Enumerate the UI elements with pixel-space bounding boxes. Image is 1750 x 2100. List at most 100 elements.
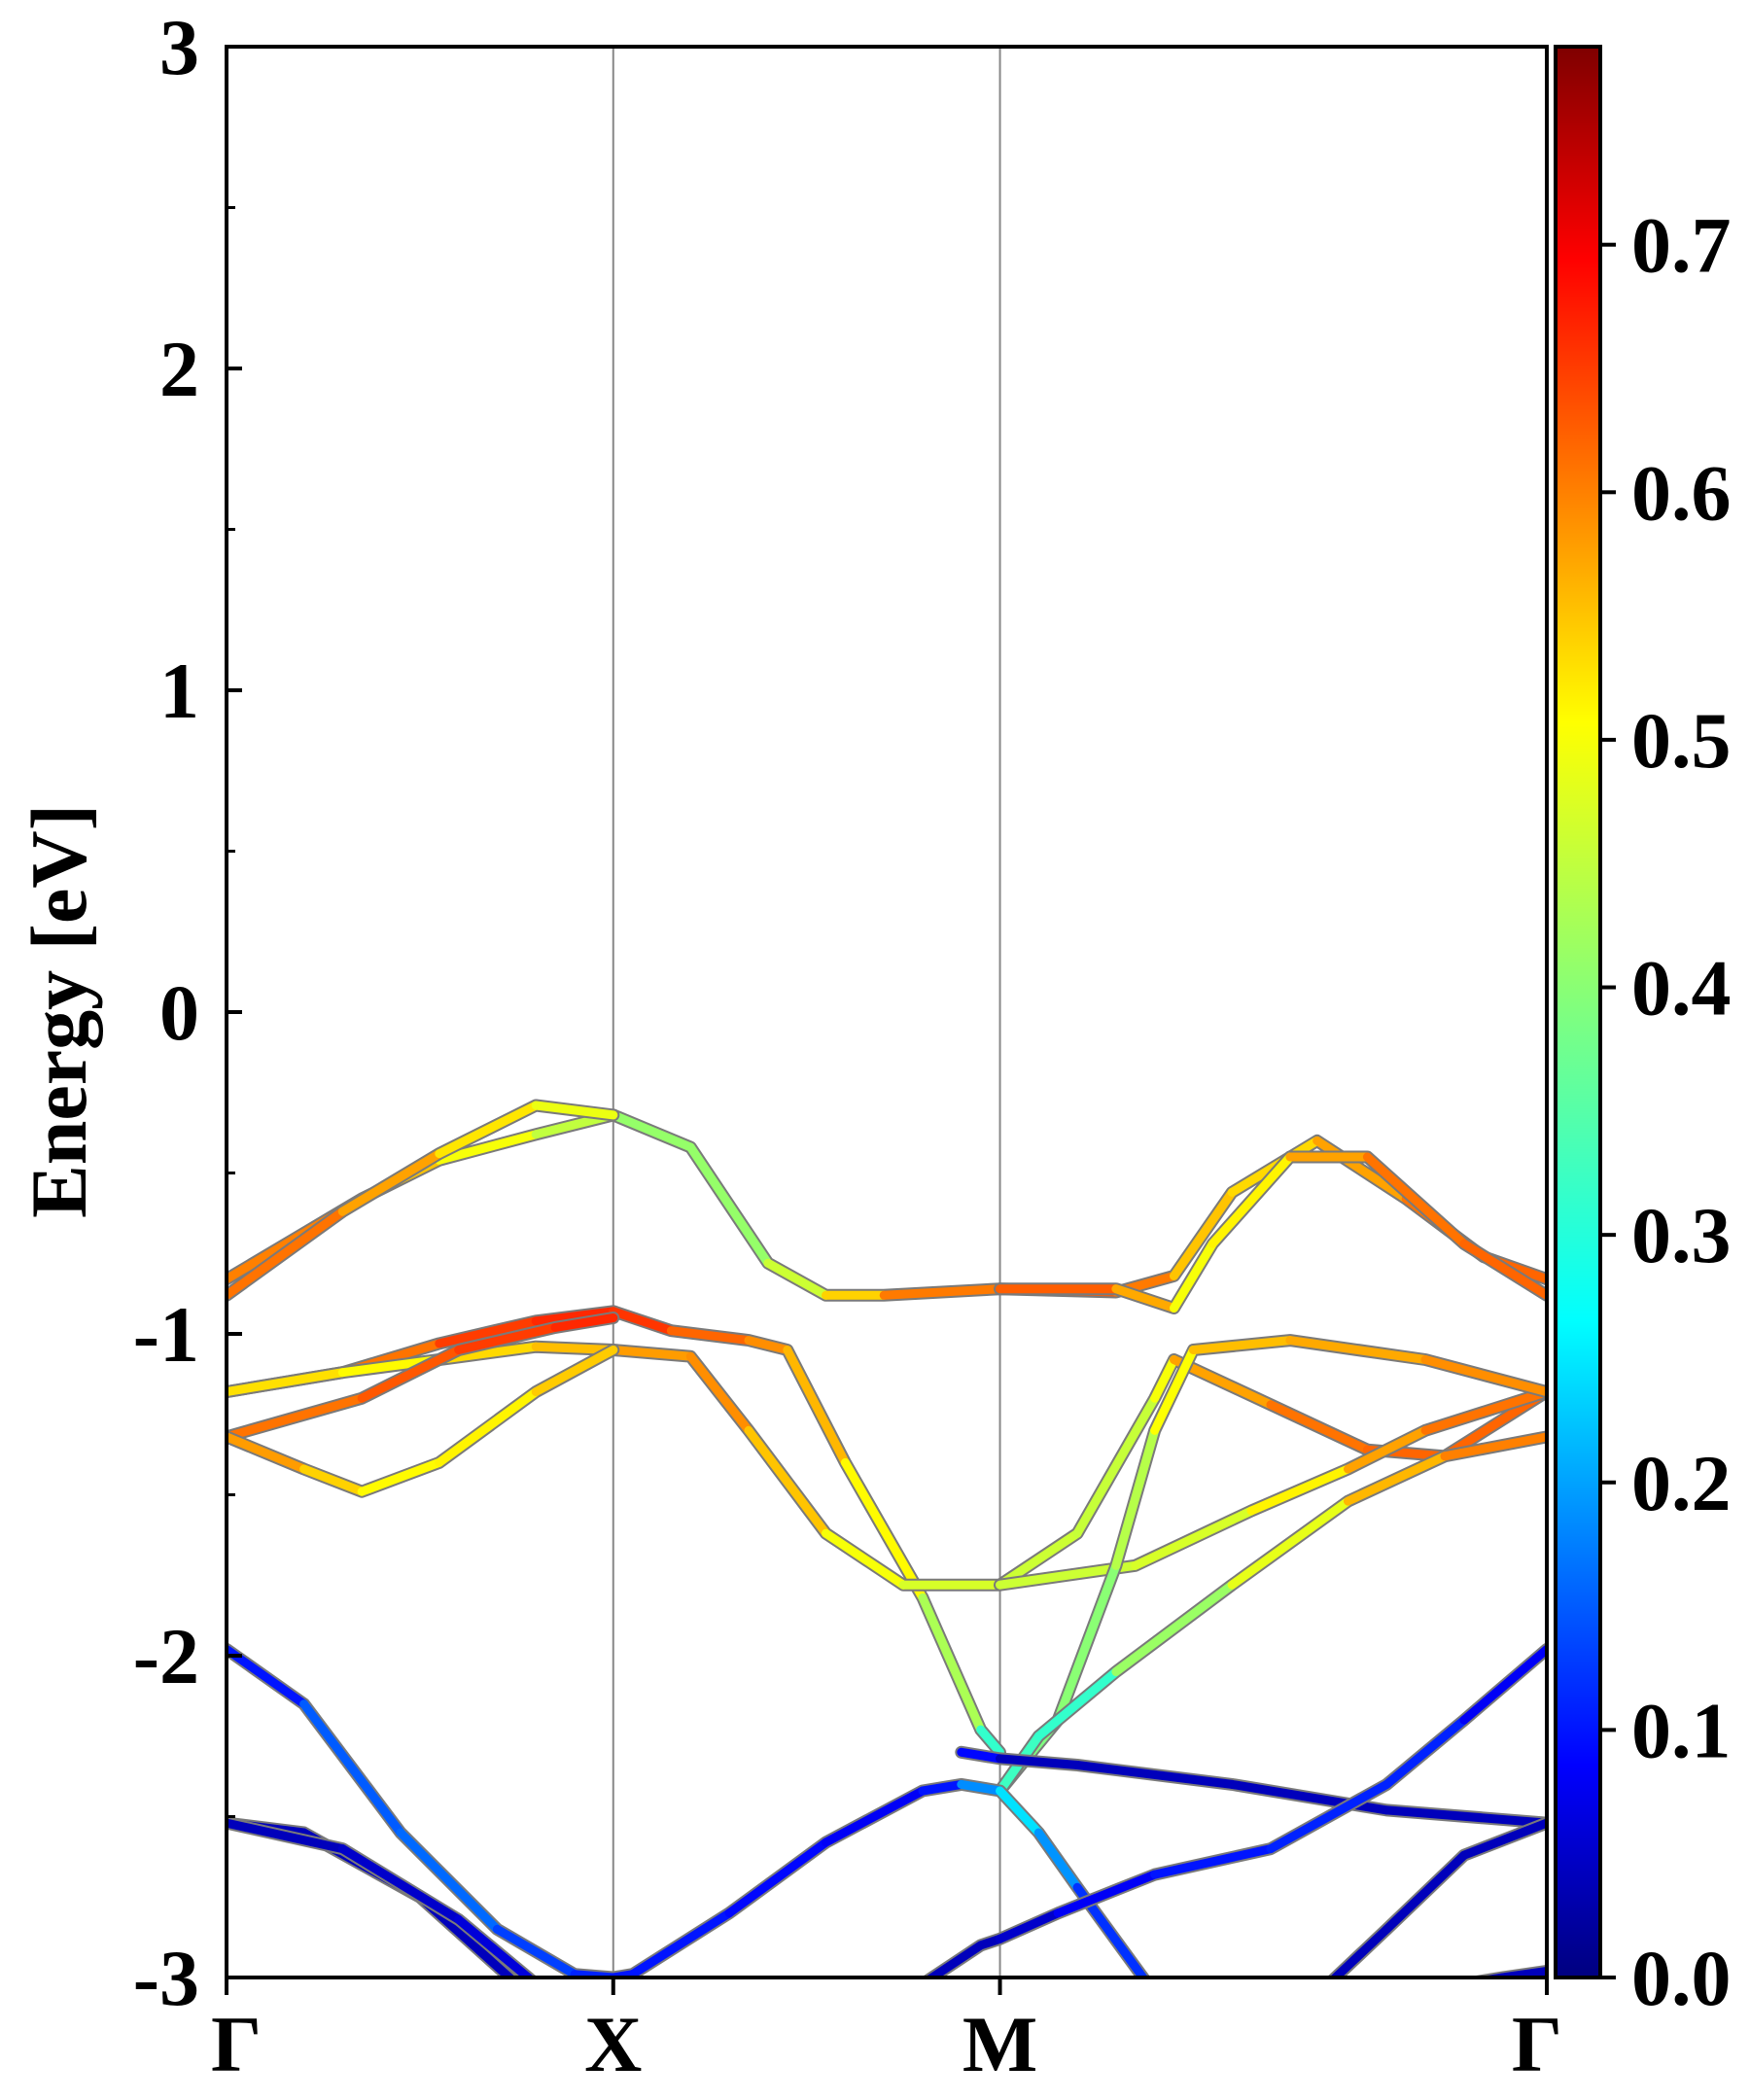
- band-11-segment: [1072, 1761, 1237, 1789]
- plot-frame: [225, 45, 1549, 1979]
- y-tick-label-3: 0: [159, 968, 199, 1057]
- band-2-segment: [1459, 1239, 1547, 1300]
- band-4-segment: [227, 1368, 347, 1397]
- band-10-segment: [628, 1908, 734, 1978]
- band-6-segment: [299, 1464, 367, 1496]
- band-7-segment: [1246, 1464, 1352, 1516]
- band-13-segment: [454, 1914, 536, 1978]
- x-tick-label-2: M: [962, 2000, 1037, 2088]
- colorbar-tick-label-7: 0.7: [1631, 201, 1732, 290]
- band-9-segment: [1111, 1580, 1237, 1676]
- band-7-segment: [1344, 1425, 1430, 1474]
- band-9-segment: [1440, 1432, 1547, 1461]
- band-14-segment: [1053, 1870, 1160, 1918]
- band-11-segment: [996, 1754, 1082, 1769]
- band-10-segment: [1033, 1828, 1082, 1892]
- band-8-segment: [1111, 1425, 1160, 1570]
- band-0-segment: [879, 1284, 1004, 1300]
- band-4-segment: [609, 1346, 695, 1361]
- band-1-segment: [435, 1101, 541, 1159]
- y-tick-label-1: 2: [159, 325, 199, 413]
- band-4-segment: [1072, 1393, 1160, 1538]
- band-14-segment: [996, 1908, 1063, 1943]
- band-10-segment: [996, 1786, 1043, 1838]
- band-1-segment: [337, 1149, 444, 1216]
- band-13-segment: [227, 1818, 347, 1854]
- band-8-segment: [1053, 1560, 1121, 1725]
- band-10: [227, 1642, 1151, 1978]
- band-2-segment: [1170, 1239, 1217, 1312]
- band-5: [227, 1312, 620, 1444]
- band-0-segment: [435, 1130, 541, 1165]
- band-3-segment: [666, 1326, 753, 1346]
- band-3-segment: [783, 1346, 850, 1467]
- y-tick-label-4: -1: [133, 1290, 199, 1379]
- band-5-segment: [550, 1313, 618, 1332]
- band-15-outline: [1326, 1816, 1547, 1978]
- colorbar-tick-label-3: 0.3: [1631, 1191, 1732, 1279]
- y-tick-label-0: 3: [159, 3, 199, 91]
- band-9: [994, 1430, 1547, 1798]
- band-3-segment: [918, 1592, 986, 1734]
- band-10-segment: [492, 1924, 579, 1978]
- high-symmetry-lines: [612, 47, 1001, 1978]
- colorbar-tick-label-5: 0.5: [1631, 696, 1732, 785]
- band-3-segment: [435, 1316, 541, 1348]
- band-10-segment: [299, 1699, 405, 1838]
- band-2-segment: [1362, 1152, 1469, 1248]
- colorbar: 0.0 0.1 0.2 0.3 0.4 0.5 0.6 0.7: [1554, 45, 1732, 2022]
- band-13: [227, 1816, 539, 1978]
- band-5-segment: [227, 1393, 367, 1442]
- band-10-segment: [822, 1786, 928, 1847]
- y-tick-label-6: -3: [133, 1934, 199, 2022]
- band-11-segment: [1382, 1805, 1547, 1828]
- band-3-segment: [976, 1725, 1004, 1757]
- band-4-segment: [996, 1528, 1082, 1590]
- band-14: [921, 1642, 1547, 1978]
- colorbar-tick-label-4: 0.4: [1631, 944, 1732, 1032]
- band-9-segment: [1227, 1496, 1352, 1590]
- band-10-segment: [957, 1779, 1004, 1796]
- band-0-segment: [1312, 1136, 1411, 1204]
- x-tick-label-0: Γ: [211, 2000, 262, 2088]
- band-6: [227, 1344, 620, 1498]
- band-3-segment: [531, 1307, 618, 1326]
- colorbar-bar: [1554, 45, 1602, 1979]
- band-11: [955, 1745, 1547, 1830]
- band-4: [227, 1340, 1547, 1592]
- band-0-segment: [763, 1258, 830, 1300]
- band-7-segment: [1131, 1506, 1256, 1570]
- band-6-segment: [531, 1346, 618, 1397]
- band-0-segment: [609, 1110, 695, 1152]
- colorbar-ticks: 0.0 0.1 0.2 0.3 0.4 0.5 0.6 0.7: [1600, 201, 1732, 2022]
- band-6-segment: [227, 1432, 309, 1474]
- band-3-segment: [609, 1307, 676, 1336]
- band-14-segment: [1459, 1644, 1547, 1725]
- band-3-segment: [840, 1457, 928, 1602]
- band-0-segment: [685, 1142, 773, 1268]
- band-15-segment: [1382, 1850, 1469, 1934]
- band-4-segment: [1150, 1355, 1178, 1403]
- band-4-segment: [685, 1351, 753, 1435]
- band-5-segment: [357, 1346, 464, 1403]
- band-8-segment: [1420, 1355, 1547, 1397]
- band-4-segment: [822, 1528, 908, 1590]
- band-3-segment: [744, 1336, 792, 1354]
- y-tick-label-5: -2: [133, 1612, 199, 1700]
- band-14-segment: [1382, 1715, 1469, 1789]
- colorbar-tick-label-0: 0.0: [1631, 1934, 1732, 2022]
- x-tick-label-3: Γ: [1512, 2000, 1562, 2088]
- band-15: [1326, 1816, 1547, 1978]
- colorbar-tick-label-2: 0.2: [1631, 1439, 1732, 1527]
- band-13-segment: [337, 1844, 464, 1924]
- colorbar-tick-label-6: 0.6: [1631, 448, 1732, 537]
- x-tick-label-1: X: [584, 2000, 642, 2088]
- band-0-segment: [1170, 1187, 1237, 1280]
- colorbar-tick-label-1: 0.1: [1631, 1686, 1732, 1774]
- band-4-segment: [1266, 1400, 1372, 1454]
- band-0: [227, 1108, 1547, 1302]
- band-7-segment: [1420, 1387, 1547, 1435]
- band-5-segment: [454, 1322, 560, 1354]
- y-tick-label-2: 1: [159, 647, 199, 735]
